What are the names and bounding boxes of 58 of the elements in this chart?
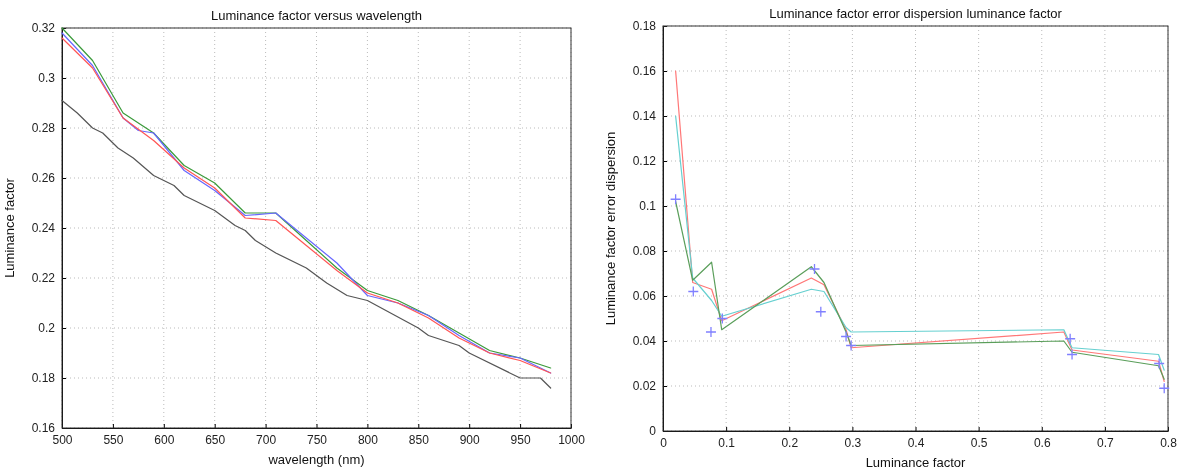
y-axis-title: Luminance factor error dispersion bbox=[603, 131, 618, 326]
point bbox=[1064, 333, 1076, 345]
point bbox=[669, 193, 682, 205]
point bbox=[840, 330, 852, 343]
y-tick-label: 0.1 bbox=[639, 199, 657, 214]
x-tick-label: 850 bbox=[408, 432, 430, 447]
y-tick-label: 0.12 bbox=[632, 154, 657, 169]
x-tick-label: 0.8 bbox=[1160, 435, 1178, 450]
line-series bbox=[675, 115, 1165, 371]
x-tick-label: 0.5 bbox=[970, 435, 988, 450]
point bbox=[687, 285, 699, 298]
point bbox=[808, 263, 821, 275]
x-axis-title: wavelength (nm) bbox=[267, 452, 365, 467]
x-tick-label: 650 bbox=[205, 432, 226, 447]
point bbox=[1158, 382, 1170, 394]
y-tick-label: 0.16 bbox=[632, 64, 657, 79]
point bbox=[716, 312, 728, 325]
y-tick-label: 0.22 bbox=[31, 271, 56, 286]
y-tick-label: 0.14 bbox=[632, 109, 657, 124]
y-tick-label: 0.06 bbox=[632, 289, 657, 304]
y-tick-label: 0.28 bbox=[31, 121, 56, 136]
x-tick-label: 0.4 bbox=[907, 435, 925, 450]
y-axis-title: Luminance factor bbox=[2, 177, 17, 278]
point bbox=[1153, 357, 1165, 370]
x-tick-label: 600 bbox=[154, 432, 175, 447]
y-tick-label: 0.24 bbox=[31, 221, 56, 236]
line-series bbox=[61, 99, 552, 389]
x-tick-label: 550 bbox=[103, 432, 124, 447]
x-tick-label: 750 bbox=[306, 432, 328, 447]
x-tick-label: 800 bbox=[357, 432, 379, 447]
point bbox=[845, 339, 857, 352]
x-tick-label: 0.2 bbox=[781, 435, 799, 450]
point bbox=[705, 326, 717, 338]
y-tick-label: 0.32 bbox=[31, 21, 56, 36]
chart-title: Luminance factor error dispersion luminance factor bbox=[769, 6, 1063, 21]
line-series bbox=[675, 70, 1165, 383]
x-tick-label: 0.6 bbox=[1033, 435, 1051, 450]
x-tick-label: 0.7 bbox=[1097, 435, 1115, 450]
x-tick-label: 0 bbox=[660, 435, 668, 450]
y-tick-label: 0.26 bbox=[31, 171, 56, 186]
x-tick-label: 0.1 bbox=[718, 435, 736, 450]
point bbox=[815, 306, 827, 318]
chart-title: Luminance factor versus wavelength bbox=[210, 8, 423, 23]
x-axis-title: Luminance factor bbox=[865, 455, 967, 470]
x-tick-label: 900 bbox=[459, 432, 481, 447]
y-tick-label: 0.08 bbox=[632, 244, 657, 259]
x-tick-label: 1000 bbox=[558, 432, 586, 447]
y-tick-label: 0.04 bbox=[632, 334, 657, 349]
y-tick-label: 0.18 bbox=[632, 19, 657, 34]
x-tick-label: 950 bbox=[510, 432, 531, 447]
y-tick-label: 0.2 bbox=[38, 321, 56, 336]
x-tick-label: 0.3 bbox=[844, 435, 862, 450]
line-series bbox=[675, 200, 1165, 380]
point bbox=[1066, 348, 1078, 361]
y-tick-label: 0.3 bbox=[38, 71, 56, 86]
y-tick-label: 0.02 bbox=[632, 379, 657, 394]
x-tick-label: 700 bbox=[256, 432, 277, 447]
y-tick-label: 0.18 bbox=[31, 371, 56, 386]
